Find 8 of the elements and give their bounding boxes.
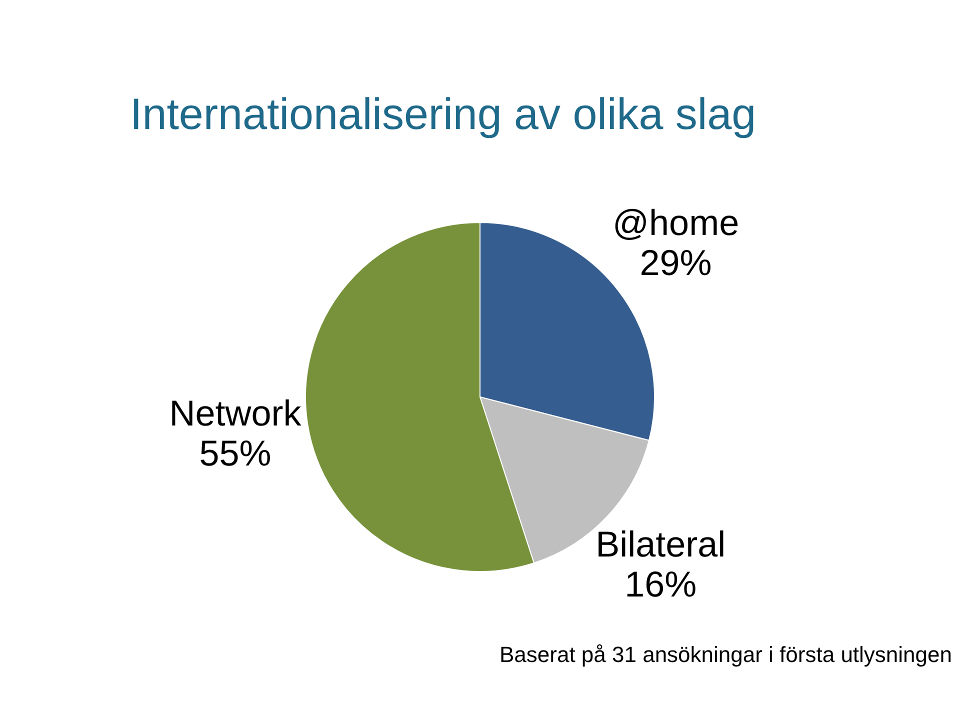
text: Baserat på 31 ansökningar i första utlysningen [498,642,952,668]
data-label: 16% [624,564,697,605]
data-label: 55% [199,432,272,474]
slice-label: @home [612,202,740,244]
chart-title: Internationalisering av olika slag [129,89,758,141]
slice-label: Bilateral [596,524,726,565]
slice-label: Network [169,392,302,434]
data-label: 29% [640,242,712,284]
